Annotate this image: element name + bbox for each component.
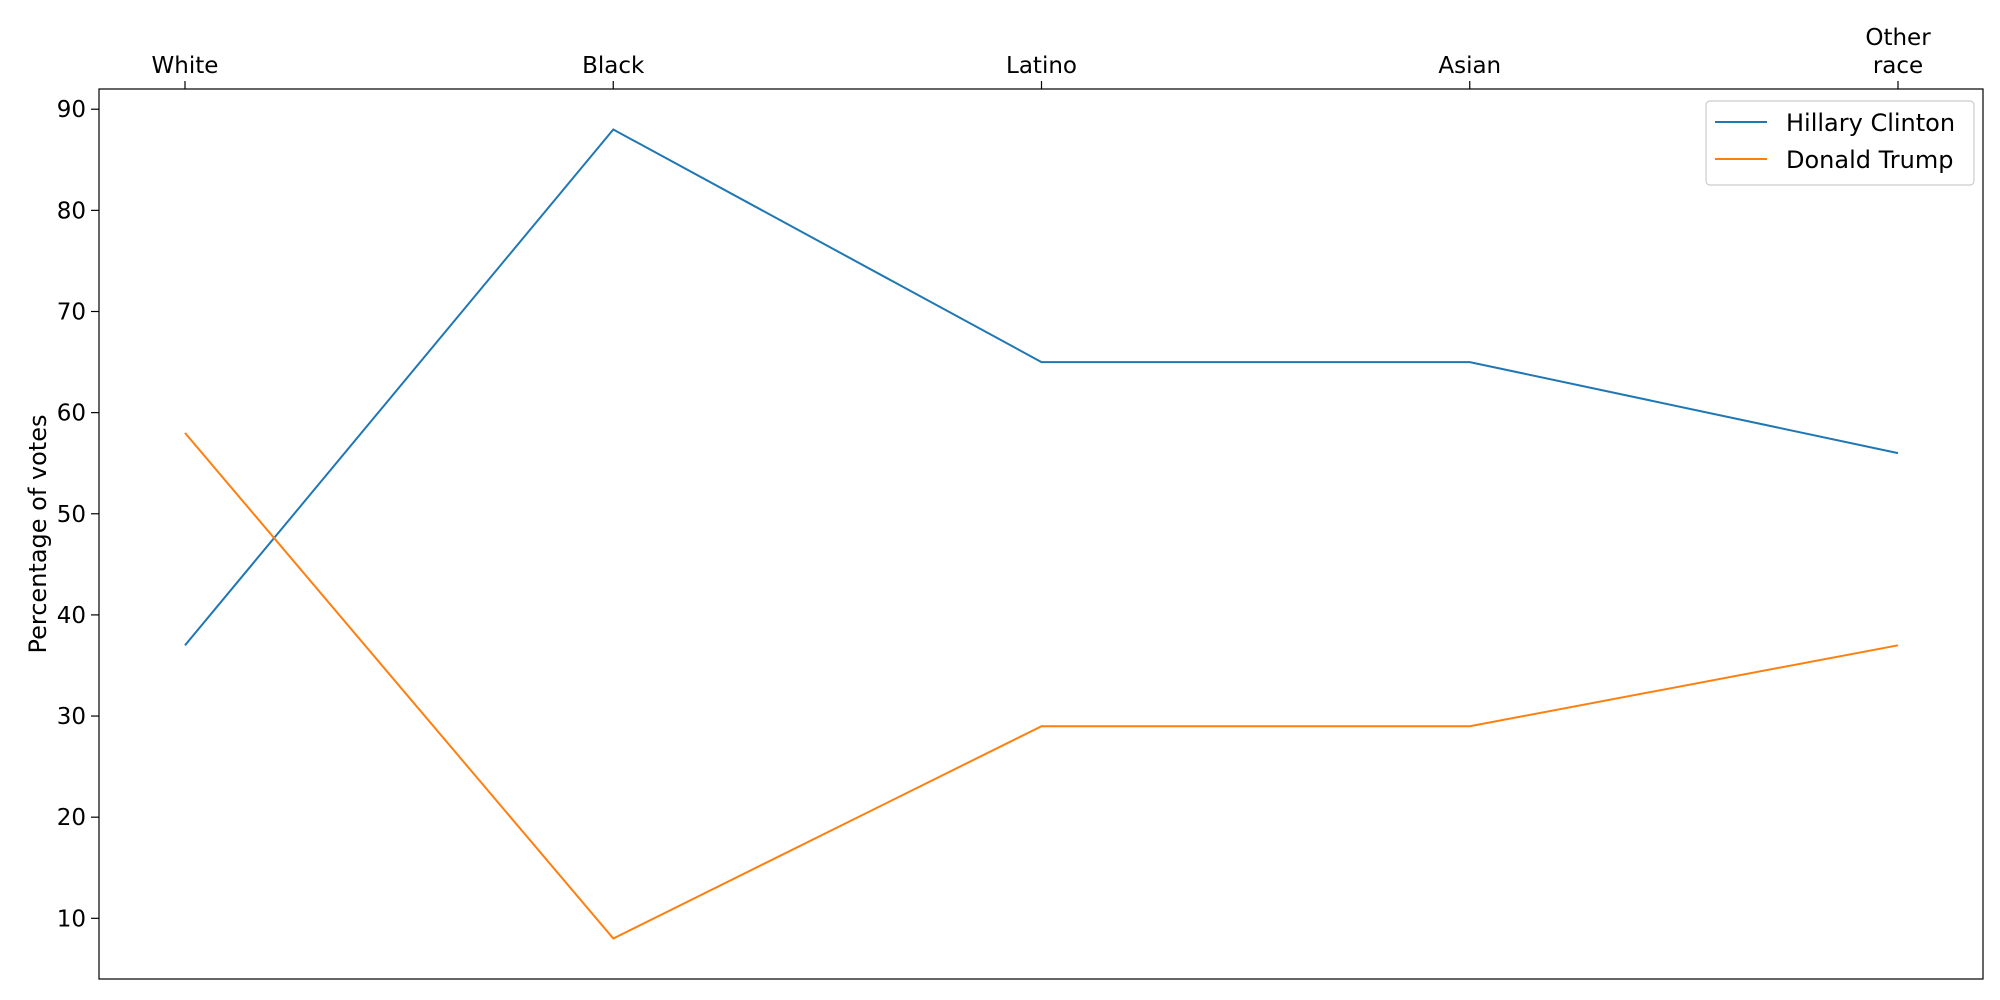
x-axis: White Black Latino Asian Other race xyxy=(152,25,1931,89)
series-layer xyxy=(184,128,1899,940)
legend[interactable]: Hillary Clinton Donald Trump xyxy=(1705,100,1975,186)
x-tick-label: Black xyxy=(582,53,645,79)
y-tick-label: 20 xyxy=(57,805,86,831)
y-tick-label: 10 xyxy=(57,906,86,932)
series-line-donald-trump xyxy=(184,432,1899,940)
plot-area xyxy=(99,89,1983,979)
y-tick-label: 90 xyxy=(57,97,86,123)
legend-label-hillary-clinton: Hillary Clinton xyxy=(1786,109,1955,137)
y-axis-label: Percentage of votes xyxy=(24,415,52,654)
y-tick-label: 80 xyxy=(57,198,86,224)
series-line-hillary-clinton xyxy=(184,128,1899,646)
y-tick-label: 50 xyxy=(57,502,86,528)
x-tick-label: Latino xyxy=(1006,53,1077,79)
legend-box xyxy=(1705,100,1975,186)
y-tick-label: 40 xyxy=(57,603,86,629)
y-axis: 10 20 30 40 50 60 70 80 90 xyxy=(57,97,99,932)
y-tick-label: 30 xyxy=(57,704,86,730)
y-tick-label: 70 xyxy=(57,300,86,326)
x-tick-label: Asian xyxy=(1438,53,1501,79)
y-tick-label: 60 xyxy=(57,401,86,427)
x-tick-label: White xyxy=(152,53,219,79)
legend-label-donald-trump: Donald Trump xyxy=(1786,146,1953,174)
x-tick-label: Other race xyxy=(1865,25,1931,79)
